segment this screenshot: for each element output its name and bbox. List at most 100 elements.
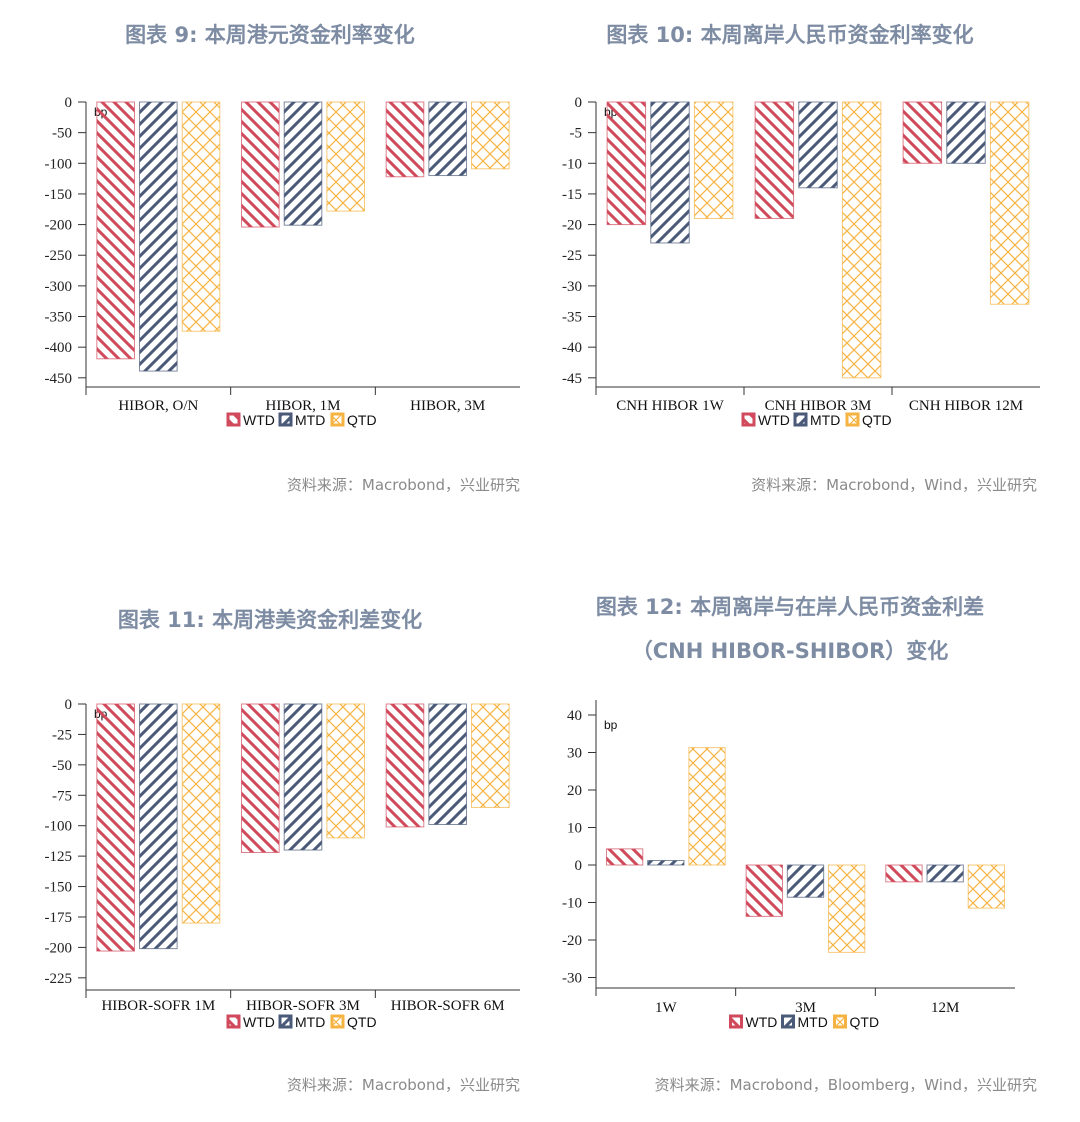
legend-swatch-mtd	[278, 1014, 293, 1029]
legend-label: WTD	[243, 412, 275, 428]
y-tick-label: -35	[562, 310, 582, 326]
y-tick-label: 0	[575, 858, 583, 874]
bar-qtd-1	[181, 703, 221, 924]
bar-mtd-1	[139, 703, 178, 950]
category-label: HIBOR, 3M	[410, 398, 485, 414]
bar-qtd-2	[841, 101, 882, 379]
bar-wtd-2	[745, 864, 783, 917]
category-label: 12M	[931, 1000, 959, 1016]
legend-swatch-mtd	[793, 412, 808, 427]
bar-wtd-3	[385, 703, 425, 828]
category-label: HIBOR, 1M	[265, 398, 340, 414]
bar-wtd-2	[241, 703, 280, 853]
bar-wtd-3	[885, 864, 923, 883]
y-tick-label: -75	[52, 788, 72, 804]
bar-qtd-2	[326, 101, 365, 212]
y-tick-label: -40	[562, 340, 582, 356]
bar-mtd-2	[798, 101, 838, 189]
bar-mtd-2	[283, 101, 323, 226]
legend-swatch-mtd	[278, 412, 293, 427]
legend-label: WTD	[746, 1014, 778, 1030]
y-tick-label: -10	[562, 156, 582, 172]
y-tick-label: -25	[52, 727, 72, 743]
legend-swatch-qtd	[833, 1014, 847, 1029]
bar-wtd-3	[385, 101, 425, 178]
category-label: CNH HIBOR 3M	[765, 398, 872, 414]
y-tick-label: -150	[45, 880, 73, 896]
y-tick-label: 0	[65, 95, 73, 111]
y-tick-label: -400	[45, 340, 73, 356]
chart-title: 图表 9: 本周港元资金利率变化	[125, 23, 415, 47]
legend-label: MTD	[295, 1014, 325, 1030]
category-label: HIBOR, O/N	[118, 398, 198, 414]
bar-qtd-1	[688, 747, 726, 866]
y-tick-label: -200	[45, 218, 73, 234]
y-tick-label: -200	[45, 940, 73, 956]
legend-label: WTD	[758, 412, 790, 428]
y-tick-label: -125	[45, 849, 73, 865]
chart-title-line2: （CNH HIBOR-SHIBOR）变化	[632, 639, 949, 663]
bar-wtd-1	[96, 101, 135, 360]
y-tick-label: -45	[562, 371, 582, 387]
y-tick-label: 30	[567, 746, 582, 762]
legend-label: QTD	[347, 1014, 377, 1030]
legend-label: QTD	[347, 412, 377, 428]
category-label: HIBOR-SOFR 6M	[391, 998, 505, 1014]
legend-swatch-wtd	[226, 1014, 241, 1029]
chart-2: 图表 10: 本周离岸人民币资金利率变化资料来源：Macrobond，Wind，…	[562, 23, 1040, 494]
bar-wtd-3	[902, 101, 943, 164]
bar-qtd-3	[471, 703, 510, 808]
legend-swatch-wtd	[741, 412, 756, 427]
legend-label: QTD	[862, 412, 892, 428]
bar-wtd-1	[96, 703, 135, 952]
y-tick-label: 0	[575, 95, 583, 111]
bar-mtd-2	[786, 864, 825, 898]
y-tick-label: -100	[45, 819, 73, 835]
category-label: 1W	[655, 1000, 678, 1016]
legend-label: MTD	[295, 412, 325, 428]
legend-swatch-wtd	[729, 1014, 743, 1029]
y-tick-label: -150	[45, 187, 73, 203]
bar-mtd-3	[428, 703, 467, 825]
y-tick-label: -175	[45, 910, 73, 926]
bar-wtd-1	[605, 848, 644, 866]
bar-mtd-1	[139, 101, 178, 372]
y-tick-label: -30	[562, 971, 582, 987]
y-tick-label: -10	[562, 896, 582, 912]
y-tick-label: -15	[562, 187, 582, 203]
y-tick-label: -450	[45, 371, 73, 387]
unit-label: bp	[604, 718, 618, 732]
y-tick-label: 10	[567, 821, 582, 837]
y-tick-label: -250	[45, 248, 73, 264]
bar-mtd-2	[283, 703, 323, 851]
legend-label: MTD	[798, 1014, 828, 1030]
bar-qtd-3	[989, 101, 1030, 305]
y-tick-label: 0	[65, 697, 73, 713]
chart-4: 图表 12: 本周离岸与在岸人民币资金利差 （CNH HIBOR-SHIBOR）变…	[562, 595, 1037, 1094]
y-tick-label: -225	[45, 971, 73, 987]
bar-wtd-2	[241, 101, 280, 228]
bar-qtd-1	[181, 101, 221, 332]
y-tick-label: -50	[52, 126, 72, 142]
bar-mtd-1	[650, 101, 690, 244]
y-tick-label: -20	[562, 933, 582, 949]
legend-label: MTD	[810, 412, 840, 428]
legend-swatch-qtd	[330, 1014, 345, 1029]
legend-label: WTD	[243, 1014, 275, 1030]
bar-qtd-2	[326, 703, 365, 839]
bar-wtd-1	[606, 101, 647, 226]
bar-mtd-1	[647, 860, 685, 866]
chart-title: 图表 11: 本周港美资金利差变化	[118, 608, 422, 632]
legend-swatch-mtd	[781, 1014, 795, 1029]
category-label: CNH HIBOR 12M	[909, 398, 1023, 414]
chart-source: 资料来源：Macrobond，Wind，兴业研究	[751, 476, 1037, 494]
bar-qtd-3	[471, 101, 510, 170]
category-label: HIBOR-SOFR 3M	[246, 998, 360, 1014]
chart-source: 资料来源：Macrobond，Bloomberg，Wind，兴业研究	[655, 1076, 1037, 1094]
category-label: 3M	[795, 1000, 816, 1016]
legend-swatch-wtd	[226, 412, 241, 427]
